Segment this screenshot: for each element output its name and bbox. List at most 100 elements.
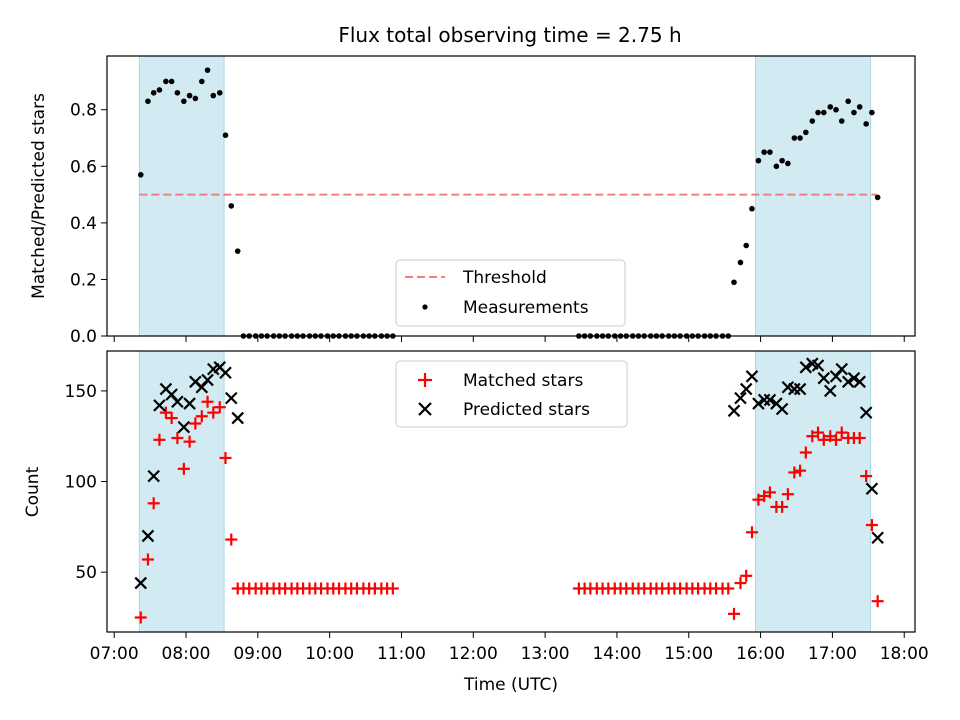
matched-point — [871, 595, 884, 608]
top-legend: Threshold Measurements — [395, 259, 626, 327]
legend-matched-swatch — [418, 373, 432, 387]
predicted-point — [788, 382, 801, 396]
matched-point — [219, 451, 232, 464]
bottom-points — [134, 357, 884, 624]
matched-point — [722, 582, 735, 595]
matched-point — [195, 410, 208, 423]
measurement-point — [210, 92, 217, 99]
measurement-point — [827, 104, 834, 110]
bottom-y-ticks: 50 100 150 — [65, 382, 107, 583]
measurement-point — [228, 203, 235, 209]
measurement-point — [234, 248, 241, 254]
measurement-point — [851, 109, 857, 116]
matched-point — [171, 432, 184, 445]
predicted-point — [734, 391, 747, 405]
predicted-point — [177, 420, 191, 434]
predicted-point — [752, 397, 765, 410]
x-tick-label: 12:00 — [449, 644, 498, 664]
x-tick-label: 17:00 — [808, 644, 857, 664]
matched-point — [141, 553, 154, 566]
measurement-point — [856, 104, 863, 110]
matched-point — [835, 426, 848, 439]
measurement-point — [199, 78, 205, 85]
measurement-point — [767, 149, 773, 155]
measurement-point — [845, 98, 852, 105]
matched-point — [812, 426, 825, 439]
legend-matched-label: Matched stars — [463, 371, 583, 391]
matched-point — [153, 433, 166, 446]
bottom-panel: 50 100 150 07:00 08:00 09:00 10:00 11:00 12:00 1… — [23, 350, 929, 695]
measurement-point — [731, 279, 737, 286]
predicted-point — [739, 382, 753, 396]
matched-point — [763, 486, 776, 499]
predicted-point — [141, 529, 155, 543]
measurement-point — [809, 118, 816, 124]
predicted-point — [201, 373, 214, 387]
measurement-point — [869, 109, 875, 116]
matched-point — [225, 533, 238, 546]
matched-point — [147, 497, 160, 510]
measurement-point — [743, 242, 750, 249]
bottom-y-axis-label: Count — [23, 466, 43, 517]
matched-point — [177, 462, 190, 475]
measurement-point — [204, 67, 211, 73]
bottom-y-tick-label: 100 — [65, 473, 97, 493]
measurement-point — [874, 194, 881, 201]
predicted-point — [835, 362, 849, 376]
measurement-point — [156, 87, 163, 93]
predicted-point — [853, 375, 866, 389]
predicted-point — [799, 361, 813, 374]
predicted-point — [763, 393, 777, 407]
matched-point — [134, 611, 147, 624]
bottom-legend: Matched stars Predicted stars — [395, 360, 628, 428]
bottom-legend-box — [395, 360, 628, 428]
predicted-point — [745, 370, 759, 383]
bottom-y-tick-label: 150 — [65, 382, 97, 402]
matched-point — [728, 607, 741, 620]
x-tick-label: 07:00 — [90, 644, 139, 664]
matched-point — [776, 500, 789, 513]
measurement-point — [797, 135, 803, 141]
measurement-point — [815, 109, 821, 116]
predicted-point — [727, 404, 741, 418]
top-shaded-interval-0 — [138, 55, 225, 337]
matched-point — [829, 433, 842, 446]
bottom-axes-frame — [106, 350, 916, 633]
x-tick-label: 09:00 — [233, 644, 282, 664]
x-tick-label: 13:00 — [521, 644, 570, 664]
matched-point — [165, 412, 178, 425]
bottom-shaded-interval-0 — [138, 350, 225, 633]
matched-point — [183, 435, 196, 448]
top-axes-frame — [106, 55, 916, 337]
measurement-point — [803, 129, 809, 136]
measurement-point — [785, 160, 791, 167]
predicted-point — [134, 576, 148, 590]
predicted-point — [811, 359, 825, 372]
predicted-point — [153, 399, 166, 412]
predicted-point — [231, 411, 244, 425]
top-y-ticks: 0.0 0.2 0.4 0.6 0.8 — [70, 101, 107, 347]
measurement-point — [163, 78, 169, 85]
matched-point — [853, 432, 866, 445]
legend-threshold-label: Threshold — [462, 268, 547, 288]
matched-point — [781, 488, 794, 501]
legend-measurements-label: Measurements — [463, 298, 589, 318]
measurement-point — [150, 89, 157, 96]
measurement-point — [216, 89, 223, 96]
top-y-axis-label: Matched/Predicted stars — [29, 93, 49, 299]
top-shaded-interval-1 — [755, 55, 871, 337]
x-tick-label: 18:00 — [880, 644, 929, 664]
measurement-point — [838, 118, 845, 124]
bottom-shaded-intervals — [138, 350, 871, 633]
predicted-point — [147, 469, 160, 483]
top-y-tick-label: 0.8 — [70, 101, 97, 121]
predicted-point — [871, 531, 884, 545]
top-x-ticks — [113, 336, 905, 342]
matched-point — [794, 464, 807, 477]
top-y-tick-label: 0.0 — [70, 327, 97, 347]
matched-point — [213, 401, 226, 414]
top-y-tick-label: 0.6 — [70, 157, 97, 177]
matched-point — [734, 577, 747, 590]
measurement-point — [755, 157, 762, 164]
